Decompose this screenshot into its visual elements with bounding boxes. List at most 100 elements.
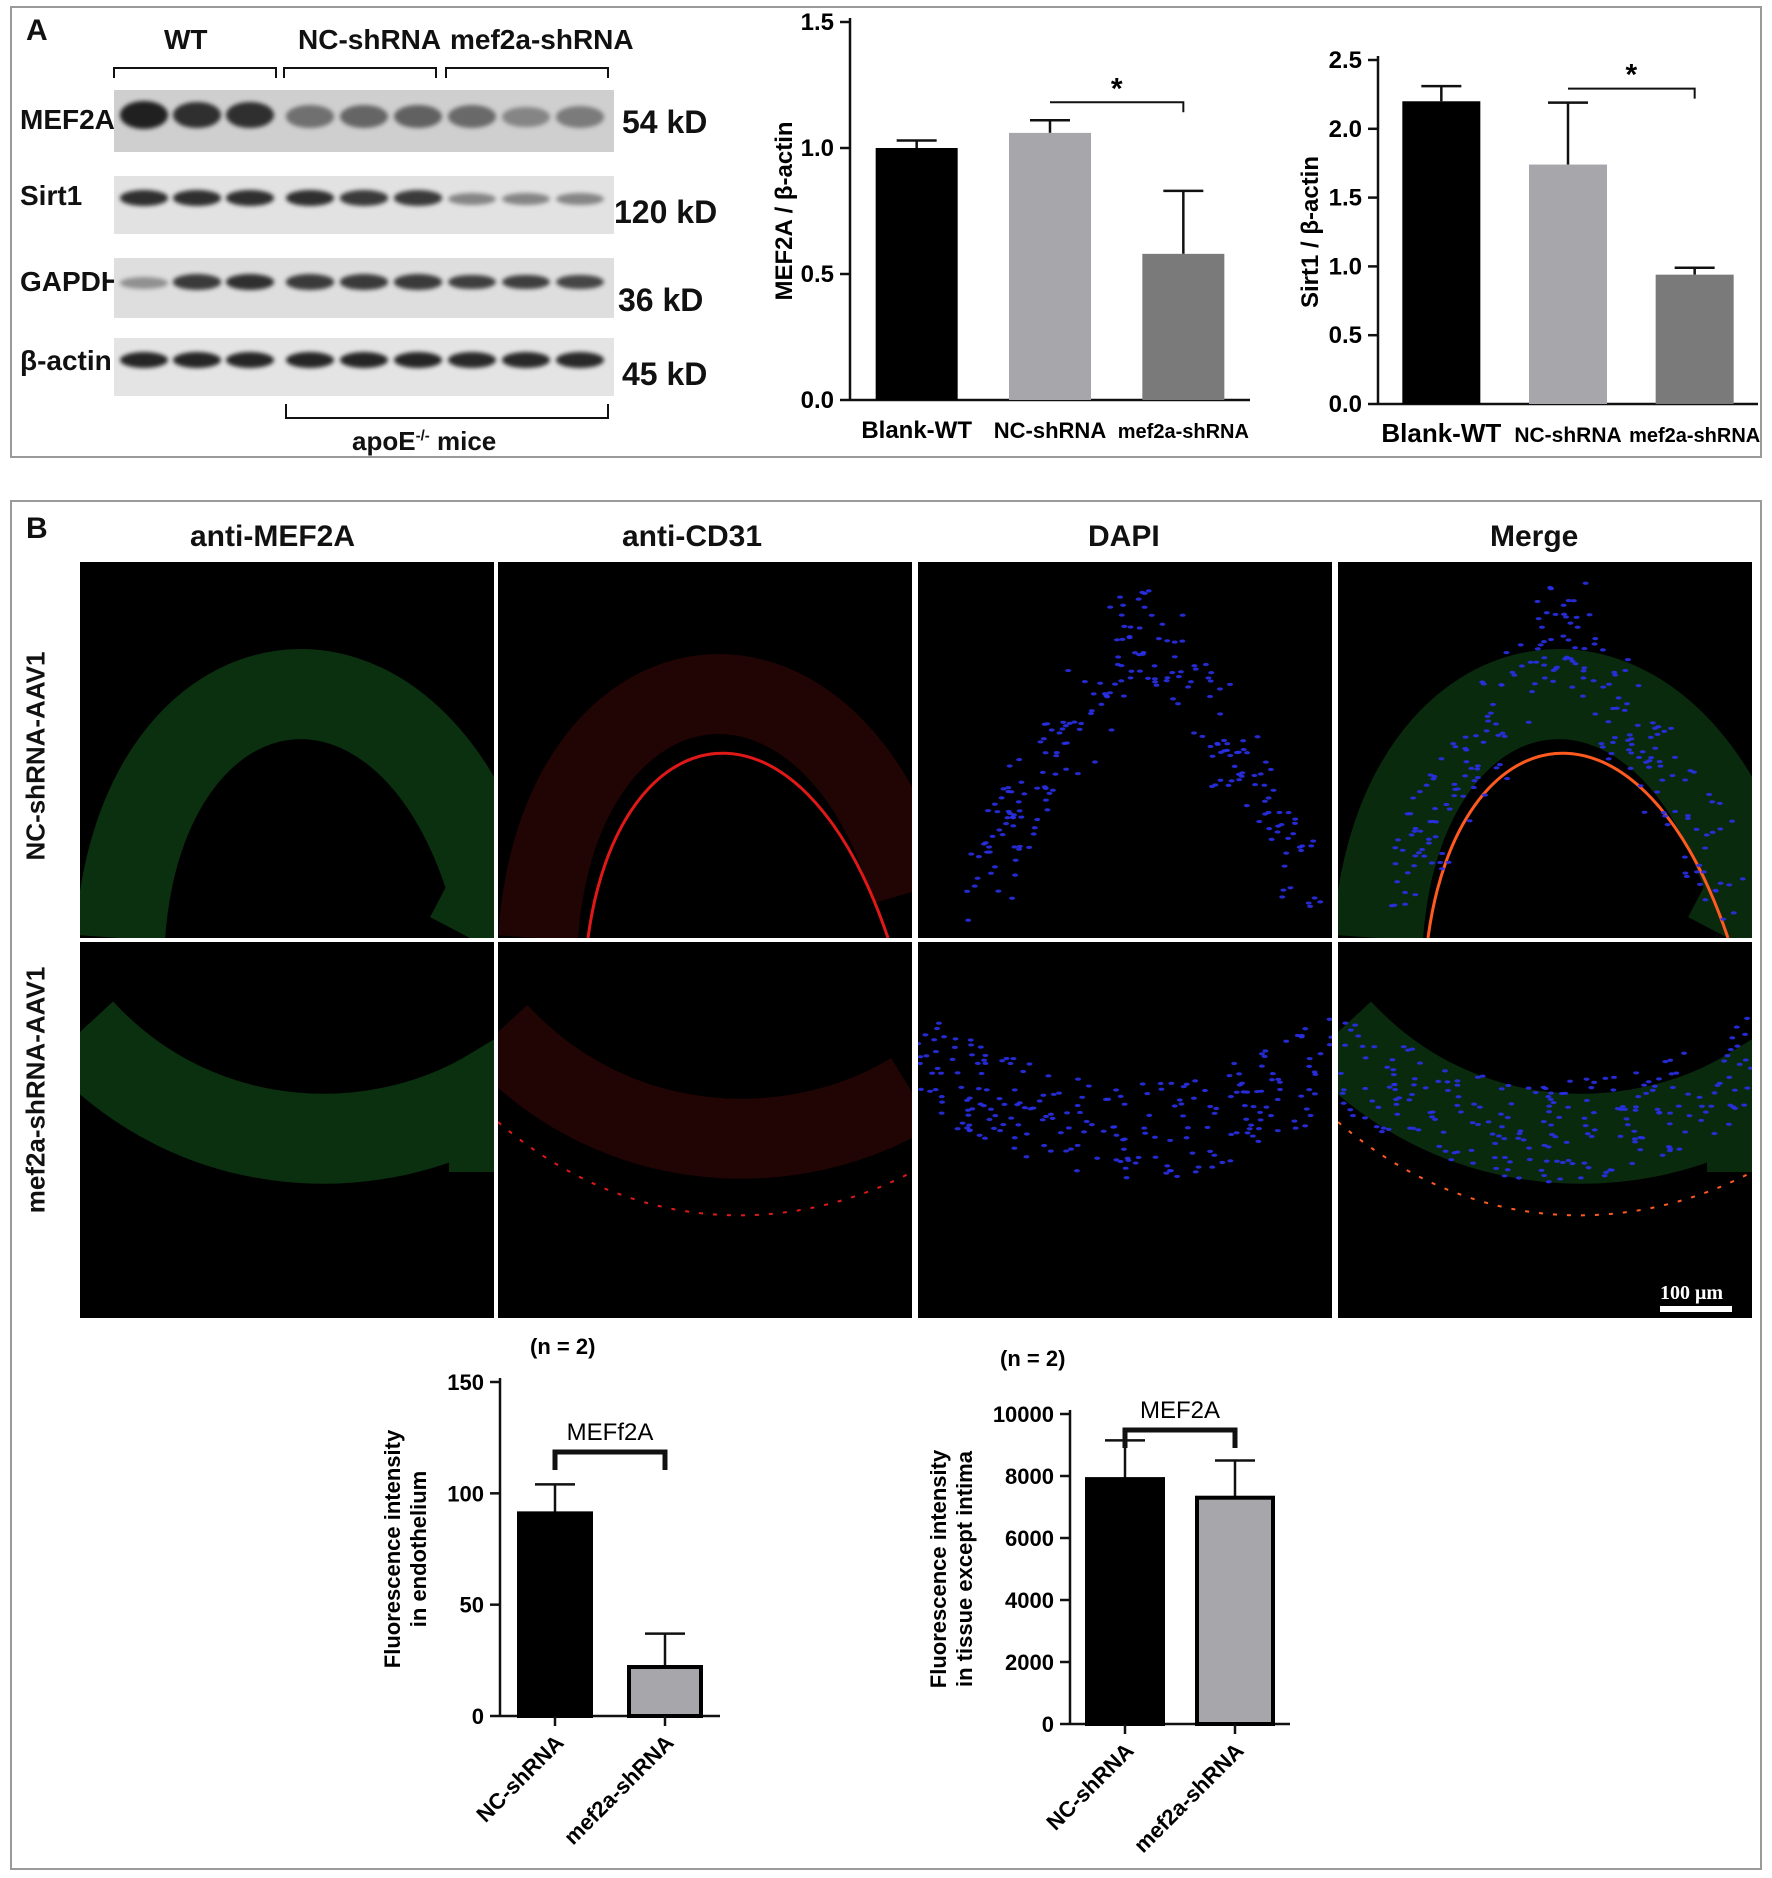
comparison-bracket [1122,1427,1238,1448]
nucleus-dot [1742,1032,1749,1036]
blot-band [448,105,496,128]
nucleus-dot [1040,1093,1047,1097]
nucleus-dot [1438,867,1445,871]
nucleus-dot [1546,1110,1553,1114]
nucleus-dot [1385,1127,1392,1131]
nucleus-dot [1390,1068,1397,1072]
nucleus-dot [1570,599,1577,603]
nucleus-dot [1580,676,1587,680]
nucleus-dot [923,1054,930,1058]
nucleus-dot [1020,1069,1027,1074]
scale-bar [1660,1306,1732,1312]
nucleus-dot [1128,669,1135,673]
nucleus-dot [982,1061,989,1065]
nucleus-dot [974,876,981,880]
nucleus-dot [1152,680,1159,684]
nucleus-dot [1228,779,1235,783]
nucleus-dot [1290,832,1297,836]
blot-band [394,351,442,368]
nucleus-dot [938,1071,945,1075]
nucleus-dot [968,1043,975,1047]
nucleus-dot [1018,780,1025,784]
nucleus-dot [1717,881,1724,885]
nucleus-dot [1579,694,1586,698]
nucleus-dot [1279,895,1286,899]
nucleus-dot [1233,1090,1240,1094]
nucleus-dot [1432,1117,1439,1121]
nucleus-dot [1454,1079,1461,1083]
x-tick-label: NC-shRNA [1514,424,1621,447]
nucleus-dot [1142,1131,1149,1135]
nucleus-dot [1121,624,1128,628]
nucleus-dot [1209,1165,1216,1169]
nucleus-dot [1298,1094,1305,1098]
nucleus-dot [1580,669,1587,673]
nucleus-dot [1121,1137,1128,1141]
nucleus-dot [1739,877,1746,881]
nucleus-dot [1326,1043,1332,1047]
nucleus-dot [1120,603,1127,607]
nucleus-dot [1541,640,1548,644]
nucleus-dot [991,802,998,806]
y-tick-label: 0 [472,1704,484,1729]
nucleus-dot [1619,1104,1626,1109]
nucleus-dot [1655,1077,1662,1081]
nucleus-dot [1702,1110,1709,1114]
nucleus-dot [1277,1087,1284,1092]
nucleus-dot [1175,675,1182,679]
nucleus-dot [1355,1034,1362,1038]
blot-band [340,351,388,368]
nucleus-dot [1311,896,1318,900]
nucleus-dot [1359,1044,1366,1049]
y-tick-label: 8000 [1005,1464,1054,1489]
nucleus-dot [1611,735,1618,740]
nucleus-dot [1423,783,1430,787]
nucleus-dot [1506,1160,1513,1164]
endothelium-line [498,1121,912,1217]
nucleus-dot [1261,799,1268,803]
nucleus-dot [1515,1176,1522,1180]
nucleus-dot [1174,1174,1181,1179]
nucleus-dot [1565,638,1572,642]
y-axis-label: Sirt1 / β-actin [1297,156,1324,308]
nucleus-dot [1102,1097,1109,1101]
nucleus-dot [985,809,992,813]
nucleus-dot [1428,1115,1435,1119]
nucleus-dot [1064,1111,1071,1115]
nucleus-dot [1714,1083,1721,1087]
nucleus-dot [1216,687,1223,691]
y-tick-label: 10000 [993,1402,1054,1427]
nucleus-dot [1600,685,1607,689]
nucleus-dot [1136,669,1143,673]
bar [1195,1495,1275,1726]
nucleus-dot [1085,1084,1092,1088]
nucleus-dot [1411,1077,1418,1081]
nucleus-dot [1265,810,1272,815]
nucleus-dot [1499,731,1506,735]
nucleus-dot [971,884,978,888]
nucleus-dot [1548,637,1555,642]
nucleus-dot [1317,1052,1324,1056]
nucleus-dot [1402,890,1409,895]
nucleus-dot [1074,1143,1081,1148]
nucleus-dot [1438,757,1445,761]
nucleus-dot [1311,1092,1318,1096]
nucleus-dot [1388,904,1395,908]
nucleus-dot [1292,817,1299,821]
nucleus-dot [1305,901,1312,905]
nucleus-dot [952,1037,959,1041]
nucleus-dot [1227,682,1234,687]
nucleus-dot [1454,1083,1461,1087]
nucleus-dot [1016,809,1023,813]
nucleus-dot [1444,1080,1451,1084]
nucleus-dot [1088,709,1095,713]
nucleus-dot [1342,1043,1349,1047]
nucleus-dot [1637,784,1644,788]
nucleus-dot [1454,1103,1461,1108]
nucleus-dot [1550,1100,1557,1105]
nucleus-dot [1621,708,1628,712]
nucleus-dot [1588,1134,1595,1139]
nucleus-dot [1211,1153,1218,1157]
nucleus-dot [1690,770,1697,774]
nucleus-dot [1563,1140,1570,1144]
